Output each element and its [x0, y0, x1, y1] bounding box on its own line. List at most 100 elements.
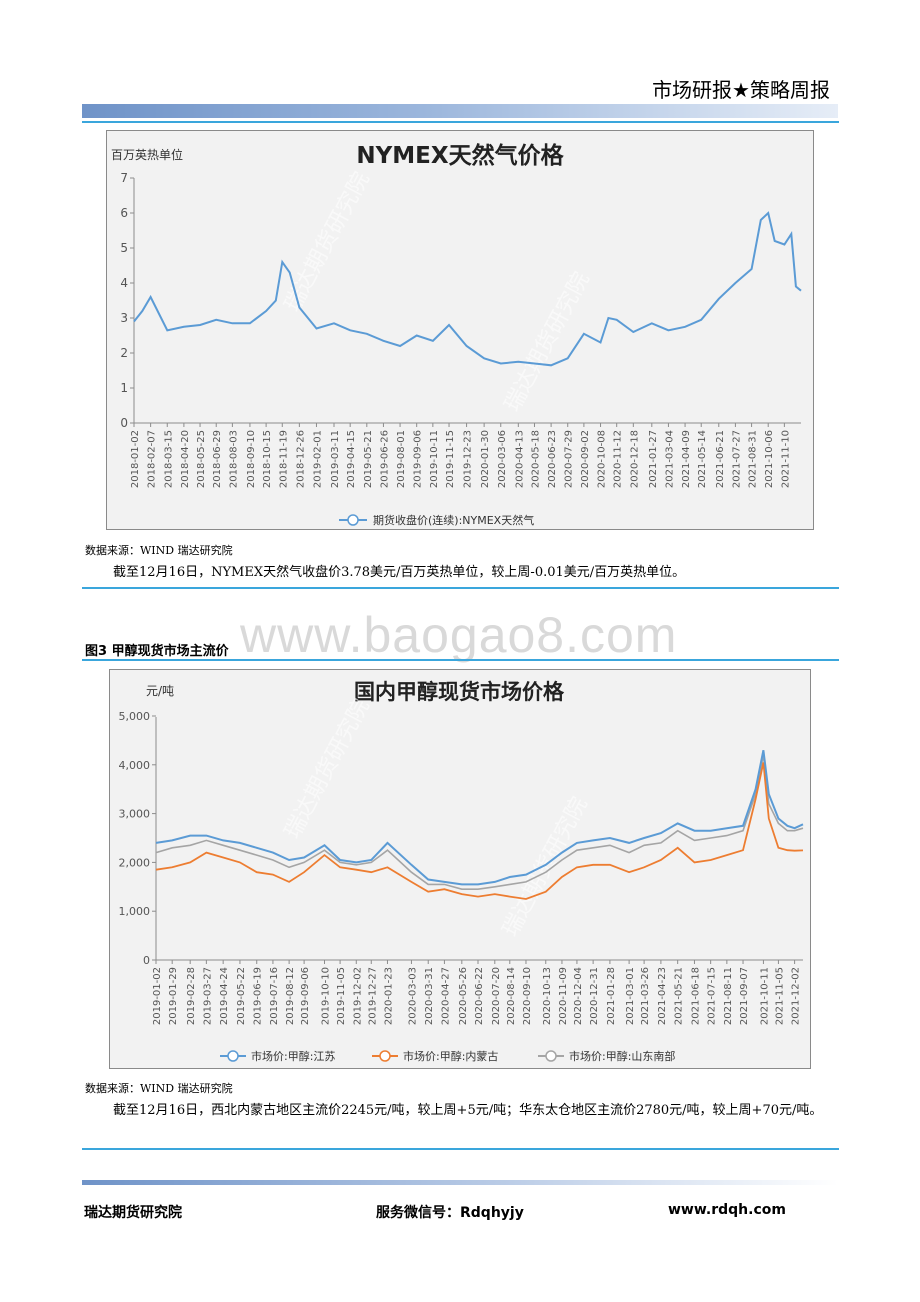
watermark-url: www.baogao8.com [240, 607, 678, 663]
x-tick-label: 2020-05-26 [458, 967, 469, 1025]
y-tick-label: 4 [120, 276, 128, 290]
x-tick-label: 2021-06-18 [690, 967, 701, 1025]
x-tick-label: 2020-03-03 [407, 967, 418, 1025]
chart1-summary: 截至12月16日，NYMEX天然气收盘价3.78美元/百万英热单位，较上周-0.… [113, 565, 686, 580]
y-tick-label: 5 [120, 241, 128, 255]
legend-label: 期货收盘价(连续):NYMEX天然气 [373, 513, 534, 527]
x-tick-label: 2018-04-20 [180, 430, 191, 488]
x-tick-label: 2018-02-07 [147, 430, 158, 488]
report-header-title: 市场研报★策略周报 [652, 78, 830, 102]
y-tick-label: 7 [120, 171, 128, 185]
series-line-shandong [155, 754, 804, 890]
x-tick-label: 2019-06-19 [253, 967, 264, 1025]
footer-wechat: 服务微信号：Rdqhyjy [376, 1205, 524, 1221]
x-tick-label: 2020-03-06 [497, 430, 508, 488]
x-tick-label: 2019-10-11 [429, 430, 440, 488]
x-tick-label: 2018-01-02 [130, 430, 141, 488]
figure3-rule [82, 659, 839, 661]
y-tick-label: 5,000 [119, 710, 151, 723]
x-tick-label: 2018-08-03 [228, 430, 239, 488]
x-tick-label: 2021-03-26 [640, 967, 651, 1025]
chart-title: 国内甲醇现货市场价格 [354, 680, 565, 704]
y-tick-label: 1 [120, 381, 128, 395]
x-tick-label: 2019-12-27 [367, 967, 378, 1025]
x-tick-label: 2020-09-02 [580, 430, 591, 488]
x-tick-label: 2019-12-23 [463, 430, 474, 488]
chart-methanol-svg: 国内甲醇现货市场价格 元/吨 瑞达期货研究院 瑞达期货研究院 01,0002,0… [119, 680, 804, 1063]
x-tick-label: 2018-10-15 [262, 430, 273, 488]
header-gradient-bar [82, 104, 838, 118]
chart-stamp: 瑞达期货研究院 [500, 268, 594, 416]
x-tick-label: 2020-07-29 [564, 430, 575, 488]
section-rule [82, 587, 839, 589]
x-tick-label: 2019-10-10 [320, 967, 331, 1025]
section-rule [82, 1148, 839, 1150]
x-tick-label: 2019-04-15 [346, 430, 357, 488]
x-tick-label: 2019-01-02 [152, 967, 163, 1025]
y-axis-unit: 百万英热单位 [111, 147, 183, 162]
x-tick-label: 2020-01-30 [480, 430, 491, 488]
y-tick-label: 1,000 [119, 905, 151, 918]
x-tick-label: 2019-04-24 [219, 967, 230, 1025]
x-tick-label: 2020-04-13 [514, 430, 525, 488]
x-tick-label: 2020-10-08 [597, 430, 608, 488]
y-tick-label: 0 [120, 416, 128, 430]
x-tick-label: 2021-12-02 [791, 967, 802, 1025]
figure3-caption: 图3 甲醇现货市场主流价 [85, 644, 229, 659]
y-tick-label: 3,000 [119, 808, 151, 821]
x-tick-label: 2018-03-15 [163, 430, 174, 488]
x-tick-label: 2020-06-23 [547, 430, 558, 488]
x-tick-label: 2021-05-14 [697, 430, 708, 488]
x-tick-label: 2018-09-10 [246, 430, 257, 488]
y-tick-label: 0 [143, 954, 150, 967]
x-tick-label: 2019-03-11 [330, 430, 341, 488]
chart2-source: 数据来源：WIND 瑞达研究院 [85, 1082, 233, 1095]
series-line-natural-gas [133, 211, 802, 367]
legend-label: 市场价:甲醇:内蒙古 [403, 1049, 498, 1063]
x-tick-label: 2019-02-01 [312, 430, 323, 488]
chart-stamp: 瑞达期货研究院 [280, 168, 374, 316]
x-tick-label: 2019-05-21 [363, 430, 374, 488]
footer-org: 瑞达期货研究院 [84, 1205, 182, 1221]
legend-marker [379, 1050, 391, 1062]
x-tick-label: 2020-12-31 [589, 967, 600, 1025]
x-tick-label: 2021-07-15 [707, 967, 718, 1025]
x-tick-label: 2019-02-28 [186, 967, 197, 1025]
x-tick-label: 2021-04-09 [681, 430, 692, 488]
x-tick-label: 2020-01-23 [383, 967, 394, 1025]
x-tick-label: 2019-06-26 [379, 430, 390, 488]
x-tick-label: 2021-11-10 [780, 430, 791, 488]
x-tick-label: 2021-11-05 [774, 967, 785, 1025]
footer-gradient-bar [82, 1180, 838, 1185]
series-line-jiangsu [155, 750, 804, 886]
chart2-summary: 截至12月16日，西北内蒙古地区主流价2245元/吨，较上周+5元/吨；华东太仓… [113, 1103, 823, 1118]
x-tick-label: 2019-08-01 [396, 430, 407, 488]
x-tick-label: 2021-08-11 [723, 967, 734, 1025]
x-tick-label: 2019-09-06 [413, 430, 424, 488]
header-rule [82, 121, 839, 123]
legend-marker [545, 1050, 557, 1062]
chart-title: NYMEX天然气价格 [356, 142, 564, 169]
x-tick-label: 2021-05-21 [674, 967, 685, 1025]
x-tick-label: 2020-07-20 [491, 967, 502, 1025]
x-tick-label: 2020-10-13 [542, 967, 553, 1025]
legend-label: 市场价:甲醇:山东南部 [569, 1049, 675, 1063]
x-tick-label: 2021-03-01 [625, 967, 636, 1025]
x-tick-label: 2020-04-27 [440, 967, 451, 1025]
x-tick-label: 2021-01-27 [648, 430, 659, 488]
x-tick-label: 2019-11-05 [336, 967, 347, 1025]
x-tick-label: 2020-05-18 [530, 430, 541, 488]
chart-natural-gas-svg: NYMEX天然气价格 百万英热单位 瑞达期货研究院 瑞达期货研究院 0 1 2 3 4 5… [111, 142, 802, 527]
chart1-source: 数据来源：WIND 瑞达研究院 [85, 544, 233, 557]
chart-stamp: 瑞达期货研究院 [280, 695, 374, 843]
x-tick-label: 2021-09-07 [739, 967, 750, 1025]
x-tick-label: 2020-06-22 [474, 967, 485, 1025]
x-tick-label: 2018-12-26 [295, 430, 306, 488]
y-tick-label: 2 [120, 346, 128, 360]
x-tick-label: 2019-03-27 [202, 967, 213, 1025]
x-tick-label: 2021-03-04 [664, 430, 675, 488]
x-tick-label: 2019-01-29 [168, 967, 179, 1025]
x-tick-label: 2018-11-19 [278, 430, 289, 488]
x-tick-label: 2020-08-14 [506, 967, 517, 1025]
x-tick-label: 2019-09-06 [300, 967, 311, 1025]
